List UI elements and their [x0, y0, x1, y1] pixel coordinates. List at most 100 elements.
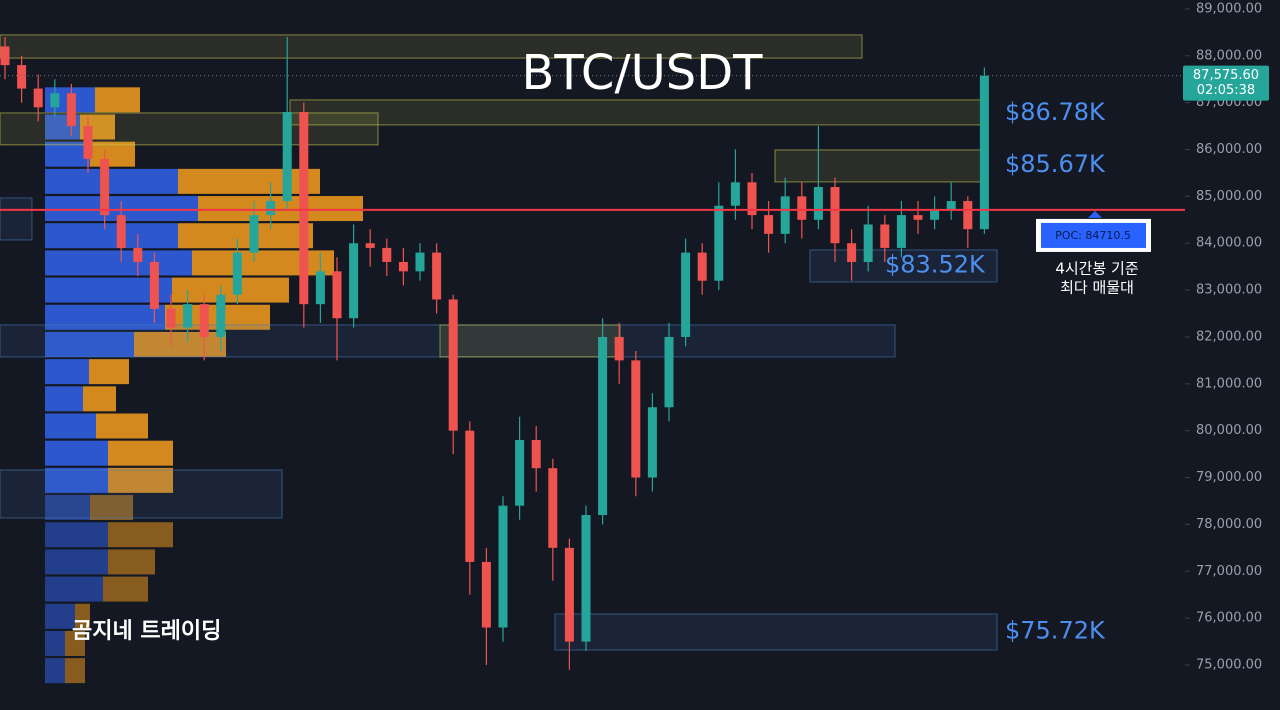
profile-buy [45, 331, 134, 357]
candle-body [730, 182, 740, 206]
profile-sell [95, 87, 140, 113]
candle-body [216, 294, 226, 337]
candle-body [664, 336, 674, 408]
candle-body [797, 196, 807, 220]
zone [289, 99, 986, 126]
candle-body [946, 201, 956, 211]
profile-sell [134, 331, 226, 357]
profile-buy [45, 495, 90, 521]
candle-body [365, 243, 375, 248]
profile-buy [45, 304, 165, 330]
candle-body [382, 247, 392, 262]
candle-body [0, 46, 10, 66]
y-tick-label: 76,000.00 [1196, 611, 1262, 626]
profile-sell [83, 386, 116, 412]
candle-body [282, 112, 292, 202]
profile-sell [90, 141, 135, 167]
price-label: $85.67K [1005, 150, 1106, 178]
poc-label: POC: 84710.5 [1055, 229, 1131, 242]
profile-buy [45, 250, 192, 276]
profile-sell [75, 603, 90, 629]
candle-body [847, 243, 857, 262]
last-price-box [1183, 65, 1269, 101]
y-tick-label: 77,000.00 [1196, 564, 1262, 579]
candle-body [581, 515, 591, 642]
chart-title: BTC/USDT [521, 45, 763, 101]
candle-body [415, 252, 425, 272]
y-tick-label: 75,000.00 [1196, 658, 1262, 673]
profile-sell [178, 168, 320, 194]
candle-body [913, 215, 923, 220]
candle-body [83, 126, 93, 159]
y-tick-label: 81,000.00 [1196, 376, 1262, 391]
last-price-label: 87,575.60 [1193, 68, 1259, 83]
candle-body [598, 336, 608, 516]
profile-buy [45, 576, 103, 602]
candle-body [33, 88, 43, 108]
profile-buy [45, 522, 108, 548]
candle-body [498, 505, 508, 628]
candle-body [66, 93, 76, 127]
y-tick-label: 80,000.00 [1196, 423, 1262, 438]
y-tick-label: 86,000.00 [1196, 142, 1262, 157]
candle-body [681, 252, 691, 337]
candle-body [531, 440, 541, 469]
y-tick-label: 84,000.00 [1196, 236, 1262, 251]
candle-body [398, 261, 408, 272]
zone [0, 197, 33, 241]
candle-body [930, 210, 940, 220]
candle-body [863, 224, 873, 262]
watermark: 곰지네 트레이딩 [72, 619, 221, 644]
profile-buy [45, 223, 178, 249]
candle-body [100, 158, 110, 216]
profile-buy [45, 603, 75, 629]
profile-sell [65, 630, 85, 656]
zone [0, 34, 863, 59]
profile-buy [45, 359, 89, 385]
poc-note: 최다 매물대 [1060, 278, 1134, 296]
candle-body [349, 243, 359, 319]
profile-buy [45, 467, 108, 493]
candle-body [481, 561, 491, 628]
candle-body [332, 271, 342, 319]
candle-body [133, 247, 143, 262]
candle-body [432, 252, 442, 300]
candle-body [266, 201, 276, 216]
zone [774, 149, 986, 183]
candle-body [116, 215, 126, 248]
price-label: $83.52K [885, 251, 986, 279]
poc-note: 4시간봉 기준 [1055, 259, 1139, 277]
candle-body [697, 252, 707, 281]
candle-body [780, 196, 790, 234]
profile-sell [96, 413, 148, 439]
poc-pointer [1088, 210, 1102, 218]
candle-body [614, 336, 624, 361]
profile-buy [45, 549, 108, 575]
y-tick-label: 83,000.00 [1196, 283, 1262, 298]
candle-body [896, 215, 906, 248]
profile-buy [45, 658, 65, 684]
candle-body [631, 360, 641, 478]
candle-body [149, 261, 159, 309]
zone [809, 249, 998, 283]
candle-body [714, 205, 724, 281]
candle-body [515, 440, 525, 506]
profile-sell [108, 440, 173, 466]
profile-sell [172, 277, 289, 303]
candle-body [166, 308, 176, 328]
profile-buy [45, 386, 83, 412]
countdown: 02:05:38 [1197, 83, 1255, 98]
y-tick-label: 85,000.00 [1196, 189, 1262, 204]
y-tick-label: 82,000.00 [1196, 329, 1262, 344]
profile-sell [90, 495, 133, 521]
candle-body [747, 182, 757, 216]
y-tick-label: 79,000.00 [1196, 470, 1262, 485]
profile-buy [45, 141, 90, 167]
profile-sell [108, 549, 155, 575]
zone [554, 613, 998, 651]
profile-buy [45, 413, 96, 439]
y-tick-label: 78,000.00 [1196, 517, 1262, 532]
profile-buy [45, 440, 108, 466]
candle-body [183, 304, 193, 328]
